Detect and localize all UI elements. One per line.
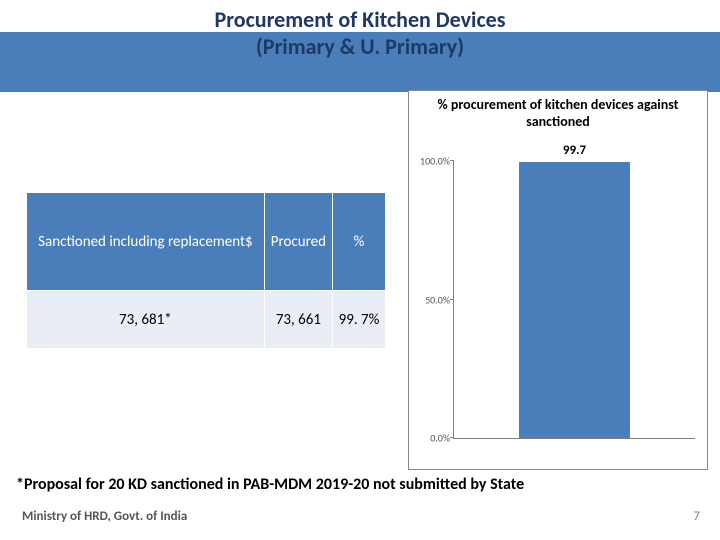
col-procured: Procured xyxy=(264,193,332,291)
ytick-mark xyxy=(450,437,454,438)
col-percent: % xyxy=(333,193,386,291)
chart-title: % procurement of kitchen devices against… xyxy=(409,91,707,133)
ytick-mark xyxy=(450,160,454,161)
table-header-row: Sanctioned including replacement$ Procur… xyxy=(27,193,386,291)
bar-value-label: 99.7 xyxy=(563,143,586,158)
ytick-label: 0.0% xyxy=(410,432,450,445)
data-table-wrap: Sanctioned including replacement$ Procur… xyxy=(26,192,386,349)
slide: Procurement of Kitchen Devices (Primary … xyxy=(0,0,720,540)
title-line1: Procurement of Kitchen Devices xyxy=(0,6,720,33)
title-line2: (Primary & U. Primary) xyxy=(0,33,720,60)
page-number: 7 xyxy=(693,509,700,524)
col-sanctioned: Sanctioned including replacement$ xyxy=(27,193,265,291)
slide-title: Procurement of Kitchen Devices (Primary … xyxy=(0,0,720,70)
ministry-label: Ministry of HRD, Govt. of India xyxy=(22,509,187,524)
cell-procured: 73, 661 xyxy=(264,291,332,349)
content: Sanctioned including replacement$ Procur… xyxy=(0,100,720,540)
footnote: *Proposal for 20 KD sanctioned in PAB-MD… xyxy=(16,475,524,494)
ytick-label: 50.0% xyxy=(410,293,450,306)
data-table: Sanctioned including replacement$ Procur… xyxy=(26,192,386,349)
cell-sanctioned: 73, 681* xyxy=(27,291,265,349)
chart-plot-area: 0.0%50.0%100.0%99.7 xyxy=(453,161,695,439)
chart-bar xyxy=(519,162,630,438)
bar-chart: % procurement of kitchen devices against… xyxy=(408,90,708,470)
cell-percent: 99. 7% xyxy=(333,291,386,349)
table-row: 73, 681* 73, 661 99. 7% xyxy=(27,291,386,349)
ytick-mark xyxy=(450,299,454,300)
ytick-label: 100.0% xyxy=(410,155,450,168)
